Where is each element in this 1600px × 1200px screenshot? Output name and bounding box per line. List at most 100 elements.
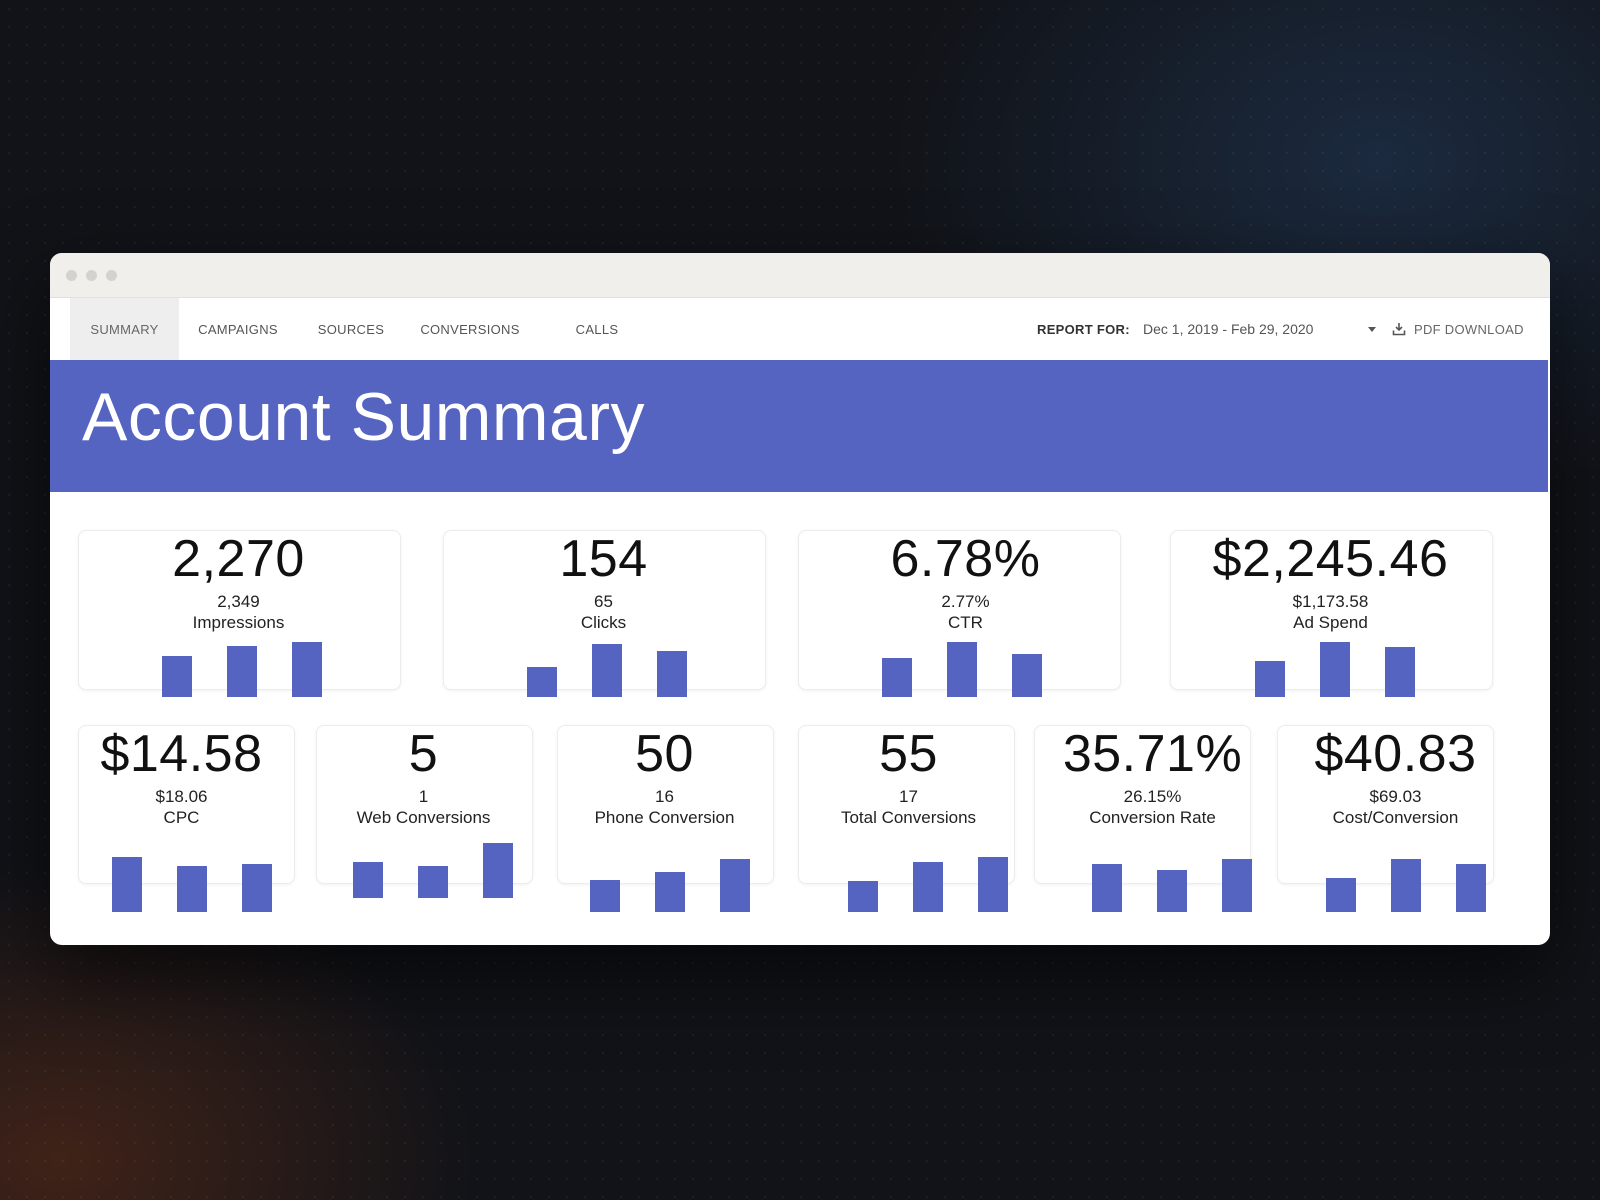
sparkbars-cost-conversion — [1326, 857, 1486, 912]
window-minimize-dot[interactable] — [86, 270, 97, 281]
metric-value: 35.71% — [1062, 725, 1243, 783]
sparkbars-impressions — [162, 642, 322, 697]
sparkbar — [418, 866, 448, 898]
metric-value: $2,245.46 — [1212, 530, 1449, 588]
sparkbar — [1255, 661, 1285, 697]
metric-label: Cost/Conversion — [1332, 808, 1459, 827]
metric-previous: 17 — [899, 787, 918, 806]
metric-value: 50 — [635, 725, 694, 783]
window-maximize-dot[interactable] — [106, 270, 117, 281]
sparkbar — [1326, 878, 1356, 912]
download-icon[interactable] — [1392, 322, 1406, 336]
sparkbar — [1456, 864, 1486, 912]
sparkbar — [590, 880, 620, 912]
sparkbar — [177, 866, 207, 912]
metric-label: Conversion Rate — [1089, 808, 1216, 827]
sparkbar — [1391, 859, 1421, 912]
metric-label: Impressions — [192, 613, 285, 632]
date-range-select[interactable]: Dec 1, 2019 - Feb 29, 2020 — [1143, 321, 1314, 337]
sparkbar — [848, 881, 878, 912]
sparkbar — [162, 656, 192, 697]
metric-web-conversions: 5 1 Web Conversions — [306, 726, 541, 828]
metric-value: 6.78% — [890, 530, 1041, 588]
sparkbar — [655, 872, 685, 912]
metric-clicks: 154 65 Clicks — [443, 531, 764, 633]
tab-summary[interactable]: SUMMARY — [70, 298, 179, 361]
sparkbars-ad-spend — [1255, 642, 1415, 697]
caret-down-icon[interactable] — [1368, 327, 1376, 332]
tab-sources[interactable]: SOURCES — [317, 322, 385, 337]
sparkbar — [947, 642, 977, 697]
metric-label: Phone Conversion — [594, 808, 735, 827]
metric-value: 5 — [408, 725, 439, 783]
tab-calls[interactable]: CALLS — [575, 322, 619, 337]
browser-window: SUMMARY CAMPAIGNS SOURCES CONVERSIONS CA… — [50, 253, 1550, 945]
metric-previous: 2,349 — [217, 592, 260, 611]
sparkbar — [1157, 870, 1187, 912]
window-close-dot[interactable] — [66, 270, 77, 281]
metric-value: $14.58 — [100, 725, 263, 783]
metric-card-phone-conversion — [557, 725, 774, 884]
sparkbar — [1012, 654, 1042, 697]
metric-phone-conversion: 50 16 Phone Conversion — [547, 726, 782, 828]
report-nav: SUMMARY CAMPAIGNS SOURCES CONVERSIONS CA… — [50, 298, 1550, 361]
metric-card-cost-conversion — [1277, 725, 1494, 884]
report-for-label: REPORT FOR: — [1037, 322, 1130, 337]
sparkbars-conversion-rate — [1092, 857, 1252, 912]
metric-label: Clicks — [580, 613, 627, 632]
sparkbar — [1320, 642, 1350, 697]
metric-label: Web Conversions — [356, 808, 491, 827]
metric-previous: 26.15% — [1123, 787, 1182, 806]
metric-ctr: 6.78% 2.77% CTR — [805, 531, 1126, 633]
metric-previous: 2.77% — [941, 592, 990, 611]
metric-previous: 16 — [655, 787, 674, 806]
metric-value: 154 — [559, 530, 648, 588]
sparkbar — [978, 857, 1008, 912]
sparkbars-ctr — [882, 642, 1042, 697]
metric-previous: $1,173.58 — [1292, 592, 1369, 611]
sparkbar — [592, 644, 622, 697]
sparkbars-phone-conversion — [590, 857, 750, 912]
metric-previous: 65 — [594, 592, 613, 611]
sparkbars-clicks — [527, 642, 687, 697]
sparkbar — [1092, 864, 1122, 912]
metric-card-conversion-rate — [1034, 725, 1251, 884]
sparkbar — [483, 843, 513, 898]
summary-banner: Account Summary — [50, 360, 1548, 492]
page-title: Account Summary — [82, 379, 646, 455]
metric-cpc: $14.58 $18.06 CPC — [64, 726, 299, 828]
sparkbar — [913, 862, 943, 912]
metric-value: 55 — [879, 725, 938, 783]
metric-previous: $69.03 — [1369, 787, 1422, 806]
metric-impressions: 2,270 2,349 Impressions — [78, 531, 399, 633]
metric-cost-conversion: $40.83 $69.03 Cost/Conversion — [1278, 726, 1513, 828]
tab-conversions[interactable]: CONVERSIONS — [420, 322, 520, 337]
sparkbar — [1385, 647, 1415, 697]
metric-previous: $18.06 — [155, 787, 208, 806]
metric-value: $40.83 — [1314, 725, 1477, 783]
window-titlebar — [50, 253, 1550, 298]
metric-label: CTR — [948, 613, 983, 632]
pdf-download-button[interactable]: PDF DOWNLOAD — [1414, 322, 1524, 337]
sparkbar — [242, 864, 272, 912]
sparkbar — [720, 859, 750, 912]
sparkbars-total-conversions — [848, 857, 1008, 912]
metric-label: Total Conversions — [840, 808, 977, 827]
sparkbars-web-conversions — [353, 843, 513, 898]
sparkbar — [1222, 859, 1252, 912]
sparkbar — [227, 646, 257, 697]
metric-previous: 1 — [418, 787, 429, 806]
sparkbar — [112, 857, 142, 912]
metric-ad-spend: $2,245.46 $1,173.58 Ad Spend — [1170, 531, 1491, 633]
metric-label: Ad Spend — [1293, 613, 1368, 632]
metric-label: CPC — [163, 808, 200, 827]
sparkbar — [882, 658, 912, 697]
metric-total-conversions: 55 17 Total Conversions — [791, 726, 1026, 828]
sparkbar — [292, 642, 322, 697]
metric-value: 2,270 — [172, 530, 305, 588]
sparkbar — [353, 862, 383, 898]
tab-campaigns[interactable]: CAMPAIGNS — [198, 322, 278, 337]
metric-conversion-rate: 35.71% 26.15% Conversion Rate — [1035, 726, 1270, 828]
sparkbars-cpc — [112, 857, 272, 912]
sparkbar — [657, 651, 687, 697]
